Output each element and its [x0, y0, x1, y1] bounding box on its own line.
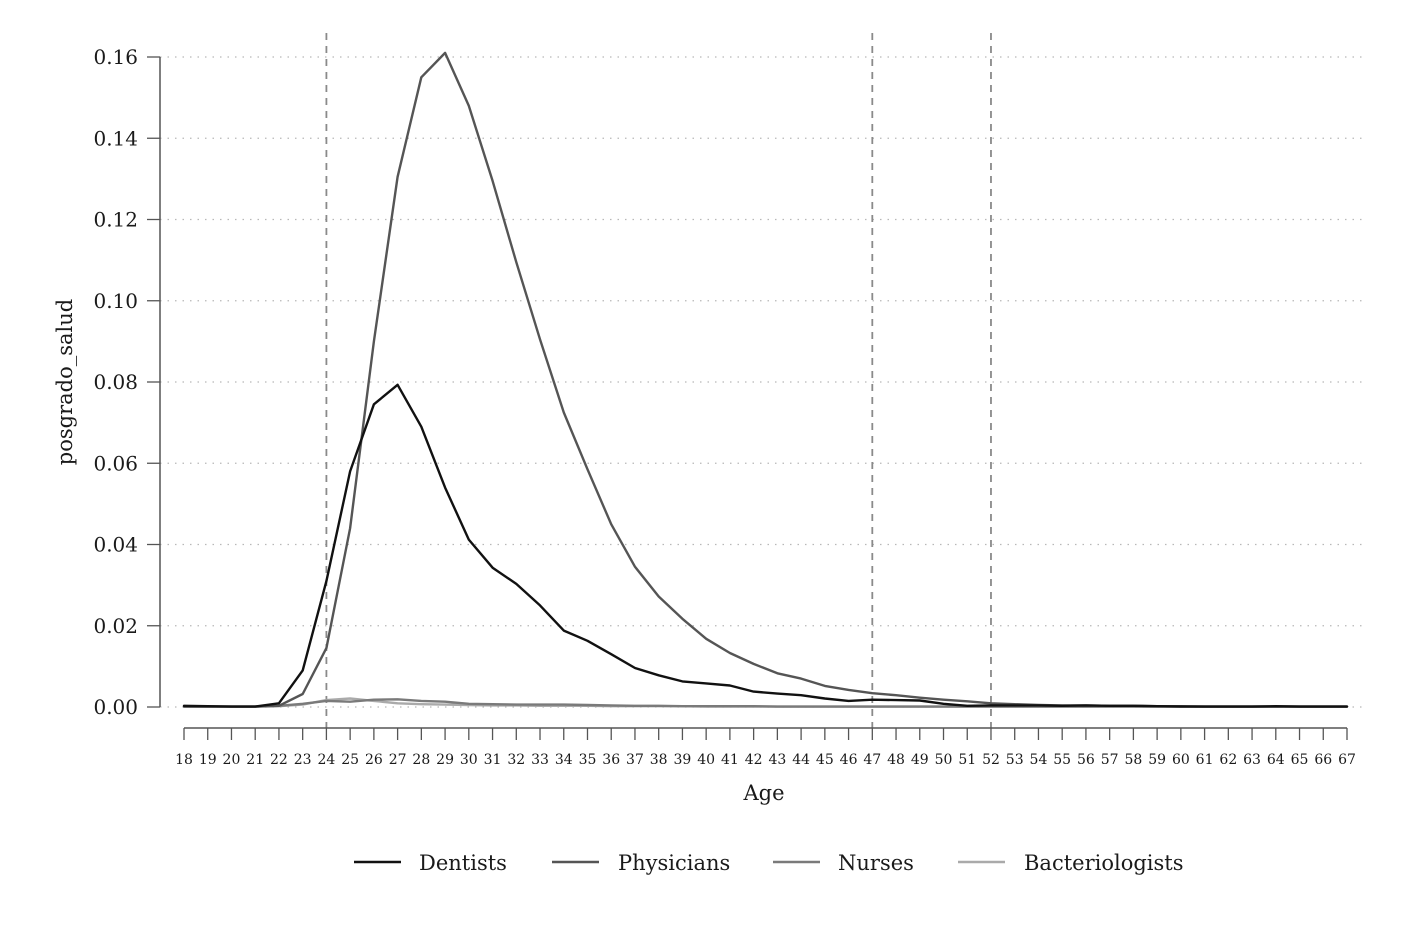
x-tick-label: 30 — [460, 752, 478, 768]
x-tick-label: 18 — [175, 752, 193, 768]
series-line-dentists — [182, 383, 1349, 708]
x-tick-label: 66 — [1314, 752, 1332, 768]
y-tick-label: 0.04 — [93, 533, 138, 557]
x-tick-label: 41 — [721, 752, 739, 768]
y-tick-label: 0.10 — [93, 289, 138, 313]
x-tick-label: 49 — [911, 752, 929, 768]
x-tick-label: 39 — [674, 752, 692, 768]
y-tick-label: 0.00 — [93, 695, 138, 719]
x-tick-label: 20 — [223, 752, 241, 768]
x-tick-label: 22 — [270, 752, 288, 768]
y-tick-label: 0.16 — [93, 45, 138, 69]
x-tick-label: 44 — [792, 752, 810, 768]
x-tick-label: 36 — [602, 752, 620, 768]
x-tick-label: 48 — [887, 752, 905, 768]
x-tick-label: 65 — [1291, 752, 1309, 768]
legend-label: Physicians — [618, 851, 730, 875]
x-tick-label: 52 — [982, 752, 1000, 768]
series-lines — [182, 51, 1349, 708]
reference-lines — [325, 33, 992, 728]
x-tick-label: 67 — [1338, 752, 1356, 768]
legend-label: Nurses — [838, 851, 914, 875]
legend-label: Bacteriologists — [1024, 851, 1184, 875]
y-tick-label: 0.06 — [93, 451, 138, 475]
x-tick-label: 58 — [1124, 752, 1142, 768]
x-tick-label: 40 — [697, 752, 715, 768]
x-tick-label: 26 — [365, 752, 383, 768]
x-tick-label: 63 — [1243, 752, 1261, 768]
y-tick-label: 0.02 — [93, 614, 138, 638]
series-line-physicians — [182, 51, 1349, 708]
x-tick-label: 37 — [626, 752, 644, 768]
y-tick-label: 0.14 — [93, 126, 138, 150]
x-tick-label: 43 — [768, 752, 786, 768]
x-tick-label: 24 — [317, 752, 335, 768]
legend: Dentists Physicians Nurses Bacteriologists — [354, 851, 1184, 875]
x-tick-label: 33 — [531, 752, 549, 768]
y-tick-label: 0.12 — [93, 208, 138, 232]
grid-lines — [160, 56, 1366, 708]
x-tick-label: 46 — [840, 752, 858, 768]
x-axis-title: Age — [742, 781, 784, 805]
x-tick-label: 29 — [436, 752, 454, 768]
x-tick-label: 19 — [199, 752, 217, 768]
x-tick-label: 62 — [1219, 752, 1237, 768]
x-tick-label: 25 — [341, 752, 359, 768]
x-tick-label: 53 — [1006, 752, 1024, 768]
x-tick-label: 23 — [294, 752, 312, 768]
x-tick-label: 28 — [412, 752, 430, 768]
x-tick-label: 31 — [484, 752, 502, 768]
y-axis-title: posgrado_salud — [53, 299, 77, 465]
x-tick-label: 27 — [389, 752, 407, 768]
x-tick-label: 54 — [1030, 752, 1048, 768]
x-tick-label: 51 — [958, 752, 976, 768]
y-tick-label: 0.08 — [93, 370, 138, 394]
x-tick-label: 64 — [1267, 752, 1285, 768]
x-tick-label: 32 — [507, 752, 525, 768]
x-tick-label: 34 — [555, 752, 573, 768]
x-tick-label: 61 — [1196, 752, 1214, 768]
x-tick-label: 35 — [579, 752, 597, 768]
axes: 0.00 0.02 0.04 0.06 0.08 0.10 0.12 0.14 0.16 18 19… — [93, 45, 1355, 768]
x-tick-label: 56 — [1077, 752, 1095, 768]
x-tick-label: 38 — [650, 752, 668, 768]
x-tick-label: 42 — [745, 752, 763, 768]
x-tick-label: 21 — [246, 752, 264, 768]
x-tick-label: 57 — [1101, 752, 1119, 768]
x-tick-label: 50 — [935, 752, 953, 768]
x-tick-label: 47 — [863, 752, 881, 768]
x-tick-label: 59 — [1148, 752, 1166, 768]
x-tick-label: 45 — [816, 752, 834, 768]
axis-labels: posgrado_salud Age — [53, 299, 785, 805]
x-tick-label: 60 — [1172, 752, 1190, 768]
x-tick-label: 55 — [1053, 752, 1071, 768]
legend-label: Dentists — [419, 851, 507, 875]
